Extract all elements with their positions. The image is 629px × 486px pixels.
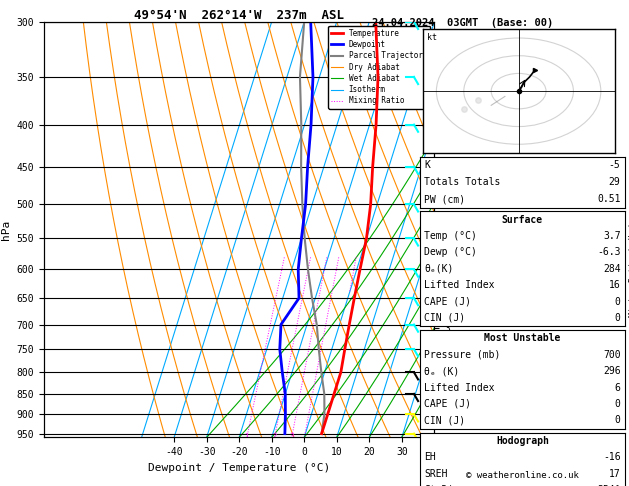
X-axis label: Dewpoint / Temperature (°C): Dewpoint / Temperature (°C) [148, 463, 330, 473]
Text: -16: -16 [603, 452, 621, 462]
Text: CIN (J): CIN (J) [425, 313, 465, 323]
Text: 24.04.2024  03GMT  (Base: 00): 24.04.2024 03GMT (Base: 00) [372, 18, 553, 29]
Title: 49°54'N  262°14'W  237m  ASL: 49°54'N 262°14'W 237m ASL [134, 9, 344, 22]
Text: Totals Totals: Totals Totals [425, 177, 501, 187]
Text: CAPE (J): CAPE (J) [425, 399, 471, 409]
Text: PW (cm): PW (cm) [425, 194, 465, 204]
Text: LCL: LCL [504, 389, 522, 399]
Text: 29: 29 [609, 177, 621, 187]
Text: 0: 0 [615, 296, 621, 307]
Text: 296: 296 [603, 366, 621, 376]
Text: 2: 2 [272, 433, 277, 439]
Text: -6.3: -6.3 [597, 247, 621, 258]
Text: 3.7: 3.7 [603, 231, 621, 241]
Y-axis label: km
ASL: km ASL [453, 221, 474, 239]
Text: Lifted Index: Lifted Index [425, 280, 495, 290]
Text: Lifted Index: Lifted Index [425, 382, 495, 393]
Text: 6: 6 [615, 382, 621, 393]
Text: Most Unstable: Most Unstable [484, 333, 560, 343]
Text: 3: 3 [289, 433, 294, 439]
Text: 1: 1 [245, 433, 249, 439]
Text: © weatheronline.co.uk: © weatheronline.co.uk [465, 471, 579, 480]
Text: 16: 16 [609, 280, 621, 290]
Text: K: K [425, 160, 430, 171]
Legend: Temperature, Dewpoint, Parcel Trajectory, Dry Adiabat, Wet Adiabat, Isotherm, Mi: Temperature, Dewpoint, Parcel Trajectory… [328, 26, 430, 108]
Text: 284: 284 [603, 264, 621, 274]
Text: 0: 0 [615, 399, 621, 409]
Text: 17: 17 [609, 469, 621, 479]
Text: Surface: Surface [502, 215, 543, 225]
Text: θₑ (K): θₑ (K) [425, 366, 460, 376]
Text: -5: -5 [609, 160, 621, 171]
Text: kt: kt [426, 33, 437, 42]
Text: Dewp (°C): Dewp (°C) [425, 247, 477, 258]
Text: EH: EH [425, 452, 436, 462]
Text: CIN (J): CIN (J) [425, 416, 465, 425]
Text: Pressure (mb): Pressure (mb) [425, 349, 501, 360]
Y-axis label: hPa: hPa [1, 220, 11, 240]
Text: 0: 0 [615, 416, 621, 425]
Text: CAPE (J): CAPE (J) [425, 296, 471, 307]
Text: θₑ(K): θₑ(K) [425, 264, 454, 274]
Text: 0: 0 [615, 313, 621, 323]
Text: Hodograph: Hodograph [496, 436, 549, 446]
Text: SREH: SREH [425, 469, 448, 479]
Text: Temp (°C): Temp (°C) [425, 231, 477, 241]
Text: 700: 700 [603, 349, 621, 360]
Text: 0.51: 0.51 [597, 194, 621, 204]
